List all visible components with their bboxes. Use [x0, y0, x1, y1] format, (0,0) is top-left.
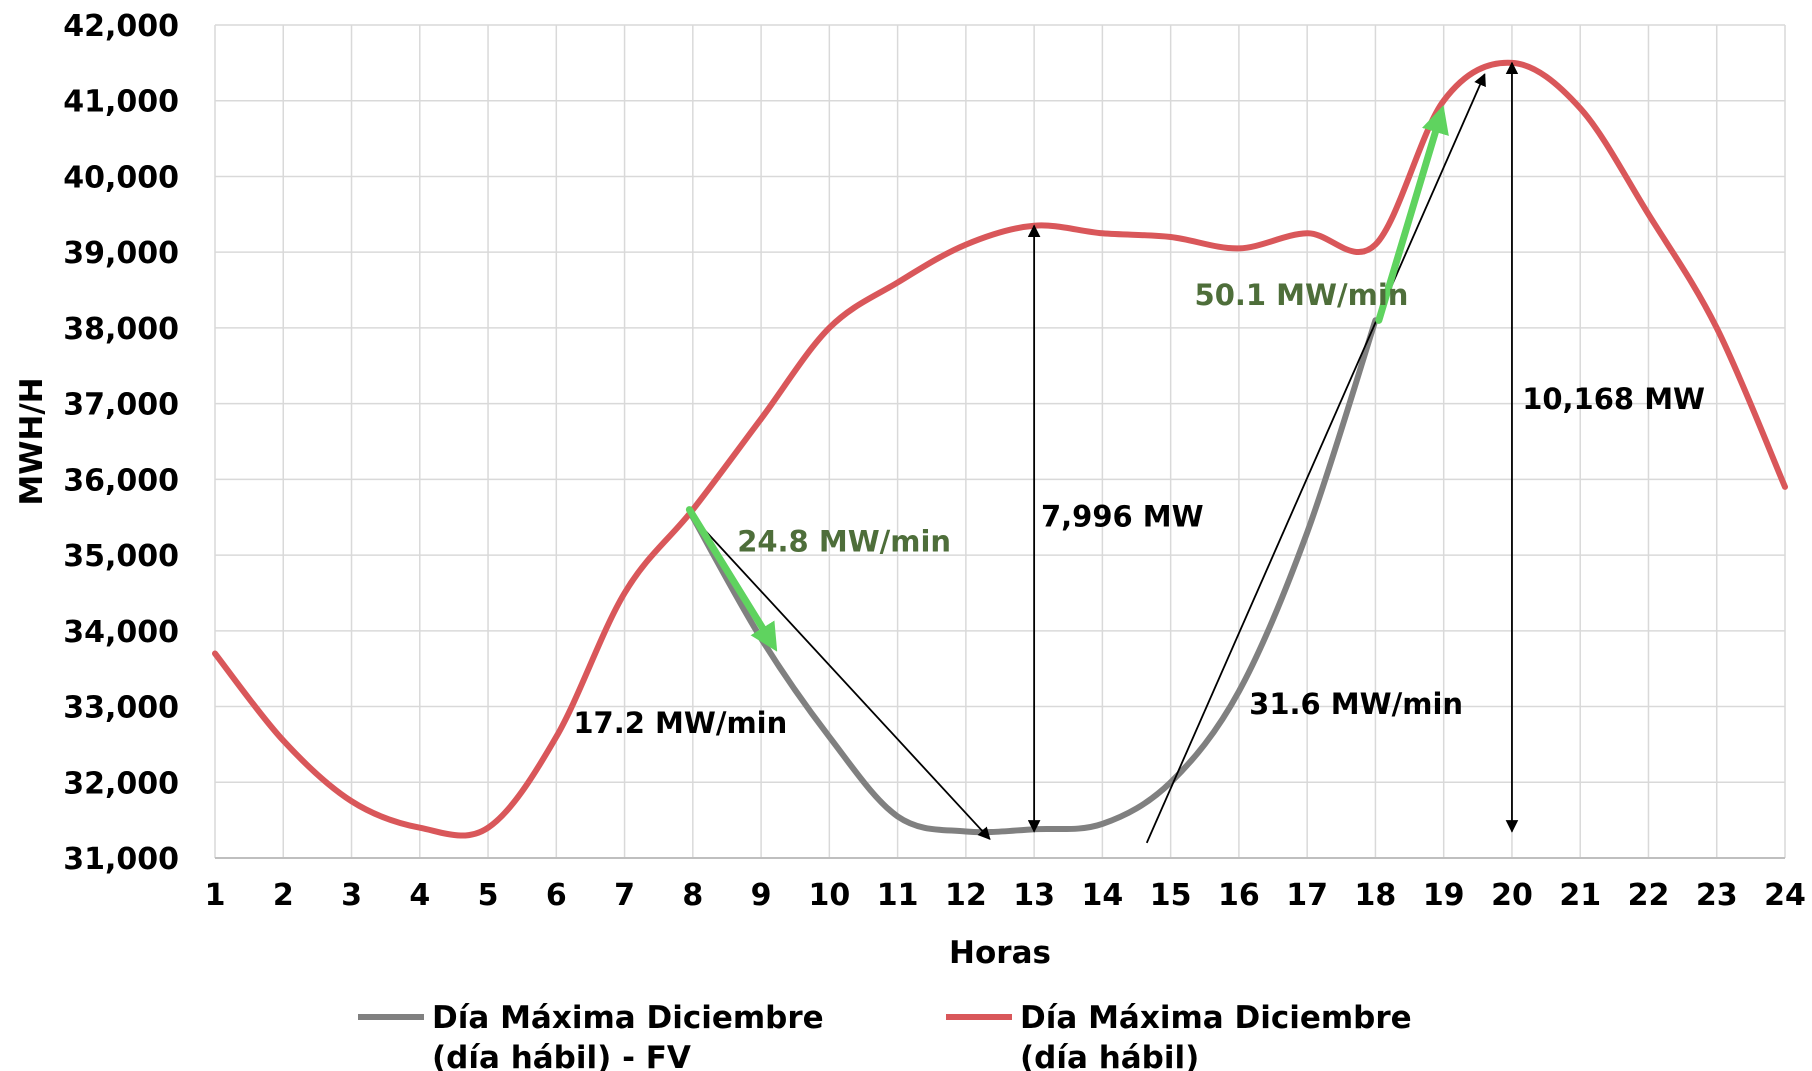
x-tick-label: 18: [1355, 878, 1397, 913]
y-tick-label: 41,000: [63, 85, 179, 120]
y-tick-label: 31,000: [63, 842, 179, 877]
legend-label-1: (día hábil): [1020, 1040, 1199, 1071]
annotation-label-4: 31.6 MW/min: [1249, 687, 1463, 721]
series-lines: [212, 59, 1788, 839]
x-tick-label: 8: [682, 878, 703, 913]
x-axis-title: Horas: [949, 935, 1051, 971]
annotation-label-0: 24.8 MW/min: [737, 524, 951, 558]
x-tick-label: 12: [945, 878, 987, 913]
x-tick-label: 7: [614, 878, 635, 913]
legend-label-0: Día Máxima Diciembre: [432, 1000, 824, 1036]
x-tick-label: 1: [205, 878, 226, 913]
x-tick-label: 15: [1150, 878, 1192, 913]
x-tick-label: 20: [1491, 878, 1533, 913]
y-tick-label: 40,000: [63, 160, 179, 195]
annotation-label-1: 17.2 MW/min: [573, 706, 787, 740]
x-tick-label: 13: [1013, 878, 1055, 913]
x-tick-label: 22: [1628, 878, 1670, 913]
annotation-arrow-2: [692, 516, 991, 840]
annotation-arrow-5: [1375, 105, 1449, 324]
x-tick-label: 24: [1764, 878, 1806, 913]
grid: [214, 24, 1786, 859]
x-tick-label: 3: [341, 878, 362, 913]
x-tick-label: 11: [877, 878, 919, 913]
x-tick-label: 23: [1696, 878, 1738, 913]
x-tick-label: 4: [409, 878, 430, 913]
x-tick-label: 9: [751, 878, 772, 913]
y-tick-label: 39,000: [63, 236, 179, 271]
x-tick-label: 2: [273, 878, 294, 913]
y-tick-label: 37,000: [63, 388, 179, 423]
x-tick-label: 19: [1423, 878, 1465, 913]
legend-label-0: (día hábil) - FV: [432, 1040, 691, 1071]
y-tick-label: 32,000: [63, 766, 179, 801]
x-tick-label: 5: [478, 878, 499, 913]
axis-ticks: 31,000 32,000 33,000 34,000 35,000 36,000 37,0…: [63, 9, 1806, 913]
annotation-arrows: [685, 61, 1519, 844]
annotation-arrow-3: [1145, 73, 1486, 844]
series-line-1: [212, 59, 1788, 839]
annotation-label-3: 50.1 MW/min: [1195, 278, 1409, 312]
y-tick-label: 34,000: [63, 615, 179, 650]
series-line-0: [689, 317, 1379, 836]
y-tick-label: 33,000: [63, 691, 179, 726]
y-tick-label: 36,000: [63, 463, 179, 498]
y-tick-label: 42,000: [63, 9, 179, 44]
x-tick-label: 10: [808, 878, 850, 913]
legend: Día Máxima Diciembre (día hábil) - FV Día …: [358, 1000, 1412, 1071]
x-tick-label: 6: [546, 878, 567, 913]
x-tick-label: 21: [1559, 878, 1601, 913]
annotation-arrow-4: [685, 506, 778, 652]
y-tick-label: 35,000: [63, 539, 179, 574]
x-tick-label: 17: [1286, 878, 1328, 913]
annotation-label-5: 10,168 MW: [1522, 382, 1705, 416]
x-tick-label: 14: [1082, 878, 1124, 913]
annotation-labels: 24.8 MW/min 17.2 MW/min 7,996 MW 50.1 MW/mi…: [573, 278, 1705, 740]
x-tick-label: 16: [1218, 878, 1260, 913]
legend-label-1: Día Máxima Diciembre: [1020, 1000, 1412, 1036]
y-tick-label: 38,000: [63, 312, 179, 347]
y-axis-title: MWH/H: [14, 377, 50, 505]
annotation-label-2: 7,996 MW: [1041, 499, 1204, 533]
